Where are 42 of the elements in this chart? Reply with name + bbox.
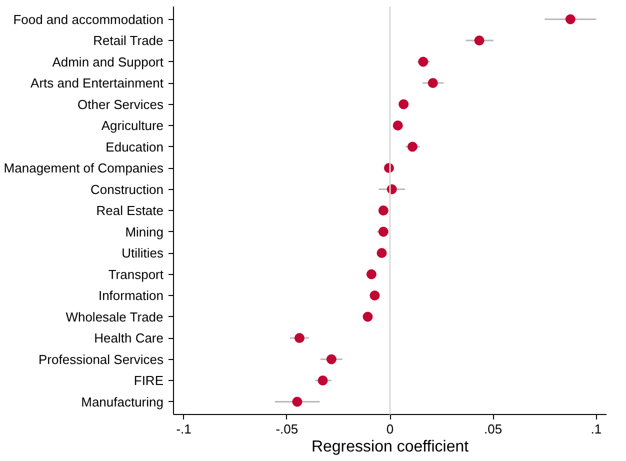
- y-tick-label: Mining: [125, 224, 164, 240]
- y-tick-label: Construction: [90, 182, 164, 197]
- point: [294, 333, 304, 343]
- x-tick-label: -.05: [276, 422, 298, 436]
- y-tick-label: Wholesale Trade: [66, 309, 164, 324]
- point: [418, 56, 428, 67]
- point: [318, 376, 328, 386]
- point: [292, 396, 302, 407]
- y-tick-label: Utilities: [122, 246, 164, 260]
- y-tick-label: Real Estate: [96, 203, 164, 218]
- x-axis-title: Regression coefficient: [311, 438, 470, 456]
- x-tick-label: .05: [484, 422, 502, 436]
- y-tick-label: Food and accommodation: [13, 12, 164, 27]
- point: [362, 312, 373, 322]
- point: [398, 99, 409, 110]
- x-tick-label: 0: [386, 422, 394, 436]
- y-tick-label: Admin and Support: [52, 54, 164, 70]
- point: [370, 290, 380, 300]
- y-tick-label: Information: [98, 288, 164, 303]
- x-tick-label: -.1: [176, 422, 192, 436]
- point: [392, 120, 403, 130]
- y-tick-label: Retail Trade: [93, 33, 164, 48]
- point: [378, 206, 388, 216]
- y-tick-label: Agriculture: [101, 118, 164, 133]
- y-tick-label: Arts and Entertainment: [30, 76, 164, 90]
- point: [407, 142, 418, 152]
- x-tick-label: .1: [590, 422, 602, 436]
- y-tick-label: Transport: [108, 266, 164, 282]
- point: [366, 269, 376, 280]
- y-tick-label: Manufacturing: [81, 394, 164, 410]
- y-tick-label: Health Care: [94, 330, 164, 346]
- y-tick-label: Education: [106, 139, 164, 154]
- point: [474, 36, 484, 46]
- point: [565, 14, 576, 24]
- point: [376, 248, 387, 258]
- y-tick-label: Management of Companies: [4, 160, 164, 176]
- point: [428, 78, 438, 88]
- point: [378, 226, 388, 237]
- y-tick-label: Professional Services: [38, 352, 164, 367]
- point: [326, 354, 336, 364]
- y-tick-label: FIRE: [134, 373, 164, 388]
- y-tick-label: Other Services: [78, 96, 164, 112]
